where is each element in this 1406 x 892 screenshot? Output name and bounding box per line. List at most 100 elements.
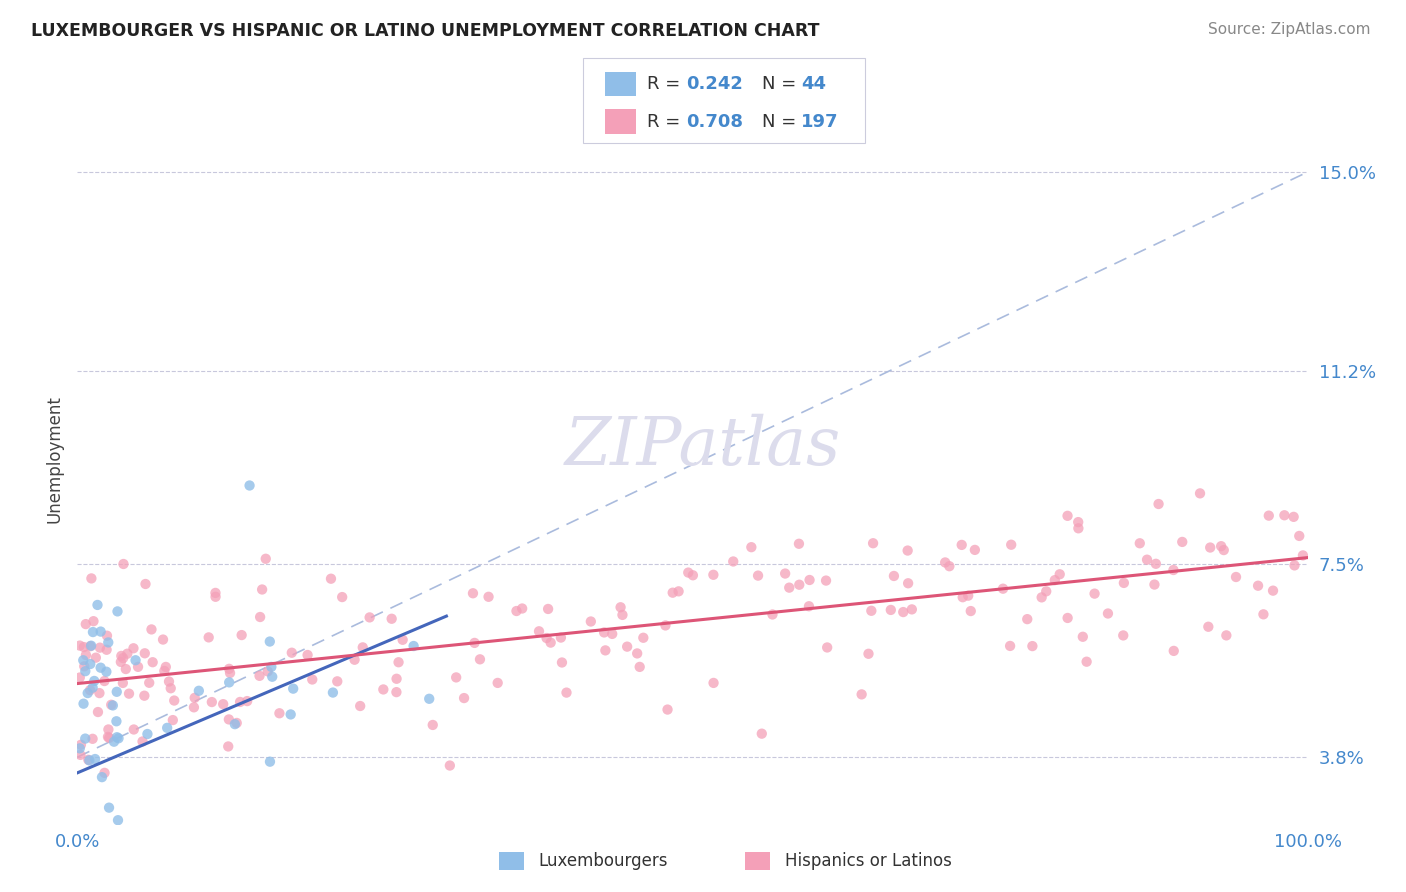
- Point: [1163, 563, 1185, 577]
- Point: [77, 753, 100, 767]
- Point: [633, 631, 655, 645]
- Point: [1247, 579, 1270, 593]
- Point: [84, 752, 107, 766]
- Point: [349, 698, 371, 713]
- Point: [107, 731, 129, 746]
- Point: [301, 673, 323, 687]
- Point: [1136, 552, 1159, 566]
- Point: [540, 635, 562, 649]
- Point: [89, 686, 111, 700]
- Point: [236, 694, 259, 708]
- Point: [197, 631, 219, 645]
- Point: [668, 584, 690, 599]
- Point: [626, 647, 648, 661]
- Point: [1257, 508, 1279, 523]
- Point: [326, 674, 349, 689]
- Point: [1147, 497, 1170, 511]
- Point: [100, 698, 122, 712]
- Point: [387, 655, 409, 669]
- Point: [787, 537, 810, 551]
- Point: [111, 676, 134, 690]
- Point: [155, 660, 177, 674]
- Point: [1253, 607, 1275, 622]
- Point: [1288, 529, 1310, 543]
- Point: [1035, 584, 1057, 599]
- Point: [124, 653, 146, 667]
- Point: [464, 636, 486, 650]
- Point: [1143, 577, 1166, 591]
- Point: [439, 758, 461, 772]
- Point: [256, 665, 278, 679]
- Point: [1000, 538, 1022, 552]
- Point: [858, 647, 880, 661]
- Y-axis label: Unemployment: Unemployment: [45, 395, 63, 524]
- Point: [98, 731, 121, 745]
- Point: [418, 691, 440, 706]
- Point: [1171, 535, 1194, 549]
- Point: [891, 605, 914, 619]
- Point: [105, 730, 128, 744]
- Text: Source: ZipAtlas.com: Source: ZipAtlas.com: [1208, 22, 1371, 37]
- Point: [468, 652, 491, 666]
- Point: [260, 660, 283, 674]
- Point: [73, 640, 96, 654]
- Point: [101, 698, 124, 713]
- Text: Hispanics or Latinos: Hispanics or Latinos: [785, 852, 952, 870]
- Point: [550, 631, 572, 645]
- Point: [657, 702, 679, 716]
- Point: [152, 632, 174, 647]
- Point: [136, 727, 159, 741]
- Point: [600, 627, 623, 641]
- Point: [82, 625, 104, 640]
- Text: R =: R =: [647, 75, 686, 93]
- Point: [69, 741, 91, 756]
- Point: [319, 572, 342, 586]
- Point: [297, 648, 319, 662]
- Point: [991, 582, 1014, 596]
- Point: [229, 695, 252, 709]
- Point: [510, 601, 533, 615]
- Point: [75, 664, 97, 678]
- Point: [862, 536, 884, 550]
- Point: [815, 574, 838, 588]
- Point: [283, 681, 305, 696]
- Point: [212, 697, 235, 711]
- Point: [595, 643, 617, 657]
- Text: 44: 44: [801, 75, 827, 93]
- Point: [249, 669, 271, 683]
- Text: ZIPatlas: ZIPatlas: [565, 413, 841, 479]
- Point: [72, 653, 94, 667]
- Point: [330, 590, 353, 604]
- Point: [153, 664, 176, 678]
- Point: [281, 646, 304, 660]
- Point: [114, 662, 136, 676]
- Point: [1017, 612, 1039, 626]
- Point: [1129, 536, 1152, 550]
- Point: [91, 770, 114, 784]
- Point: [959, 604, 981, 618]
- Point: [897, 543, 920, 558]
- Point: [187, 683, 209, 698]
- Point: [239, 478, 262, 492]
- Text: R =: R =: [647, 112, 686, 130]
- Point: [799, 573, 821, 587]
- Point: [259, 755, 281, 769]
- Point: [183, 690, 205, 705]
- Point: [79, 753, 101, 767]
- Point: [204, 586, 226, 600]
- Point: [1031, 591, 1053, 605]
- Point: [131, 734, 153, 748]
- Point: [138, 675, 160, 690]
- Point: [262, 670, 284, 684]
- Point: [934, 556, 956, 570]
- Point: [118, 687, 141, 701]
- Point: [254, 551, 277, 566]
- Text: N =: N =: [762, 112, 801, 130]
- Point: [1199, 541, 1222, 555]
- Point: [96, 629, 118, 643]
- Point: [952, 591, 974, 605]
- Point: [82, 681, 104, 695]
- Point: [103, 734, 125, 748]
- Point: [751, 727, 773, 741]
- Point: [159, 681, 181, 696]
